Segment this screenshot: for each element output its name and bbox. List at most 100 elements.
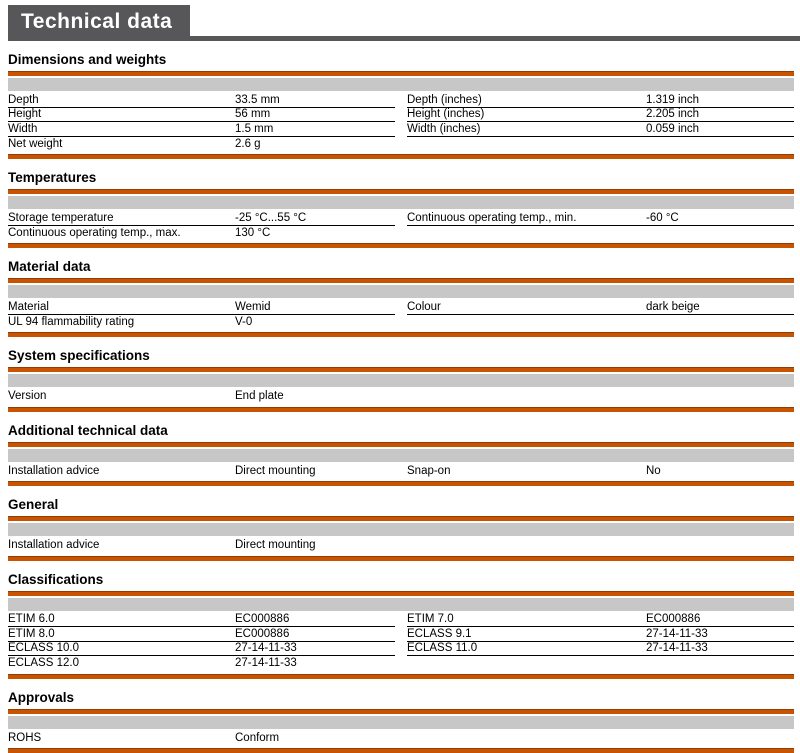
spec-label: ECLASS 12.0 [8, 656, 235, 670]
table-header-band [8, 374, 794, 387]
spec-label: Width [8, 122, 235, 136]
spec-column-right [407, 389, 794, 404]
spec-value: -60 °C [646, 211, 794, 225]
section-heading: System specifications [8, 348, 794, 363]
spec-value: EC000886 [235, 612, 395, 626]
spec-value: EC000886 [646, 612, 794, 626]
accent-bar-bottom [8, 407, 794, 412]
table-header-band [8, 196, 794, 209]
spec-label: Height (inches) [407, 107, 646, 121]
table-header-band [8, 598, 794, 611]
accent-bar-bottom [8, 481, 794, 486]
spec-row: Storage temperature-25 °C...55 °C [8, 211, 395, 226]
spec-value: Direct mounting [235, 538, 395, 552]
spec-label: UL 94 flammability rating [8, 315, 235, 329]
accent-bar-top [8, 591, 794, 596]
spec-value: 27-14-11-33 [646, 627, 794, 641]
spec-label: ECLASS 10.0 [8, 641, 235, 655]
section-heading: Classifications [8, 572, 794, 587]
spec-label: Continuous operating temp., max. [8, 226, 235, 240]
spec-label: Depth (inches) [407, 93, 646, 107]
spec-label: ECLASS 11.0 [407, 641, 646, 655]
spec-value: EC000886 [235, 627, 395, 641]
spec-value: 1.319 inch [646, 93, 794, 107]
table-header-band [8, 78, 794, 91]
accent-bar-bottom [8, 154, 794, 159]
accent-bar-top [8, 71, 794, 76]
section-heading: Additional technical data [8, 423, 794, 438]
spec-row: Continuous operating temp., max.130 °C [8, 226, 395, 241]
spec-value: 0.059 inch [646, 122, 794, 136]
spec-label: ECLASS 9.1 [407, 627, 646, 641]
spec-label: Installation advice [8, 538, 235, 552]
accent-bar-top [8, 709, 794, 714]
spec-value: Wemid [235, 300, 395, 314]
spec-column-right [407, 538, 794, 553]
accent-bar-top [8, 442, 794, 447]
spec-value: 2.6 g [235, 137, 395, 151]
spec-value: dark beige [646, 300, 794, 314]
accent-bar-bottom [8, 674, 794, 679]
spec-value: No [646, 464, 794, 478]
spec-value: V-0 [235, 315, 395, 329]
accent-bar-top [8, 189, 794, 194]
spec-label: Depth [8, 93, 235, 107]
spec-label: Colour [407, 300, 646, 314]
spec-column-right: Continuous operating temp., min.-60 °C [407, 211, 794, 240]
spec-value: Direct mounting [235, 464, 395, 478]
accent-bar-top [8, 516, 794, 521]
section-heading: Temperatures [8, 170, 794, 185]
spec-label: Net weight [8, 137, 235, 151]
spec-value: 27-14-11-33 [235, 656, 395, 670]
spec-value: 27-14-11-33 [646, 641, 794, 655]
page-header: Technical data [0, 0, 800, 41]
section-temperatures: Temperatures Storage temperature-25 °C...… [8, 170, 794, 248]
header-rule [190, 36, 800, 41]
section-heading: Approvals [8, 690, 794, 705]
spec-row: Continuous operating temp., min.-60 °C [407, 211, 794, 226]
spec-value: 56 mm [235, 107, 395, 121]
spec-label: ETIM 8.0 [8, 627, 235, 641]
accent-bar-bottom [8, 243, 794, 248]
spec-value: 130 °C [235, 226, 395, 240]
spec-value: -25 °C...55 °C [235, 211, 395, 225]
spec-label: Continuous operating temp., min. [407, 211, 646, 225]
section-heading: Dimensions and weights [8, 52, 794, 67]
